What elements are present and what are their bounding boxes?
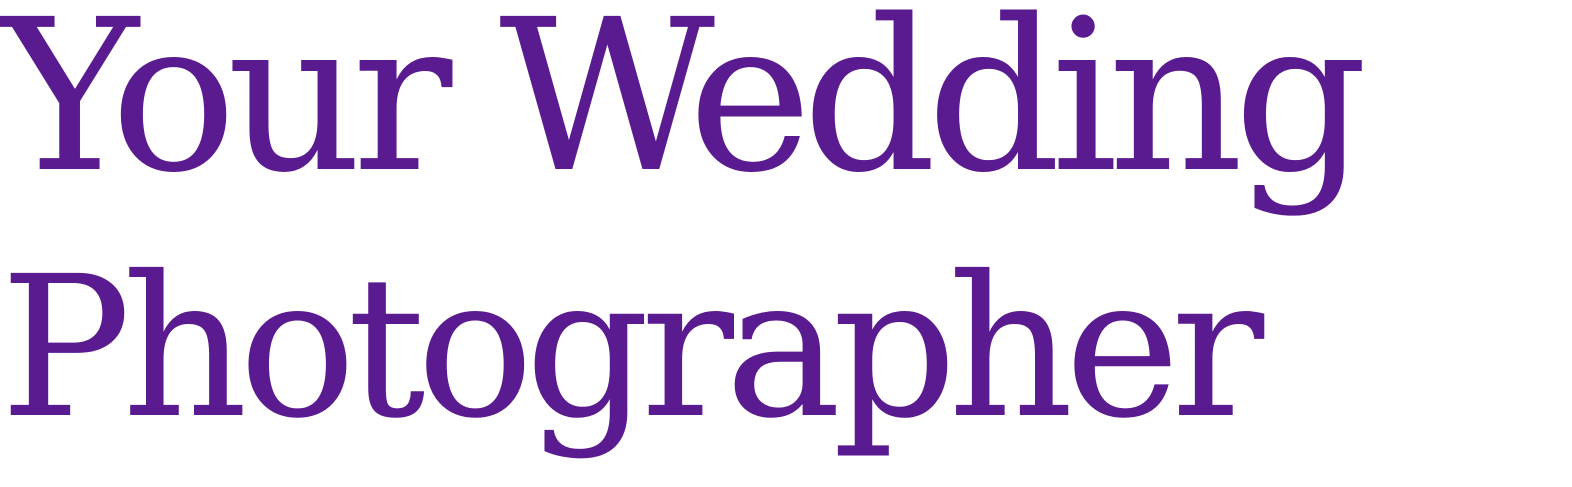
headline-line-1: Your Wedding (0, 0, 1368, 219)
headline-line-2: Photographer (0, 234, 1264, 461)
